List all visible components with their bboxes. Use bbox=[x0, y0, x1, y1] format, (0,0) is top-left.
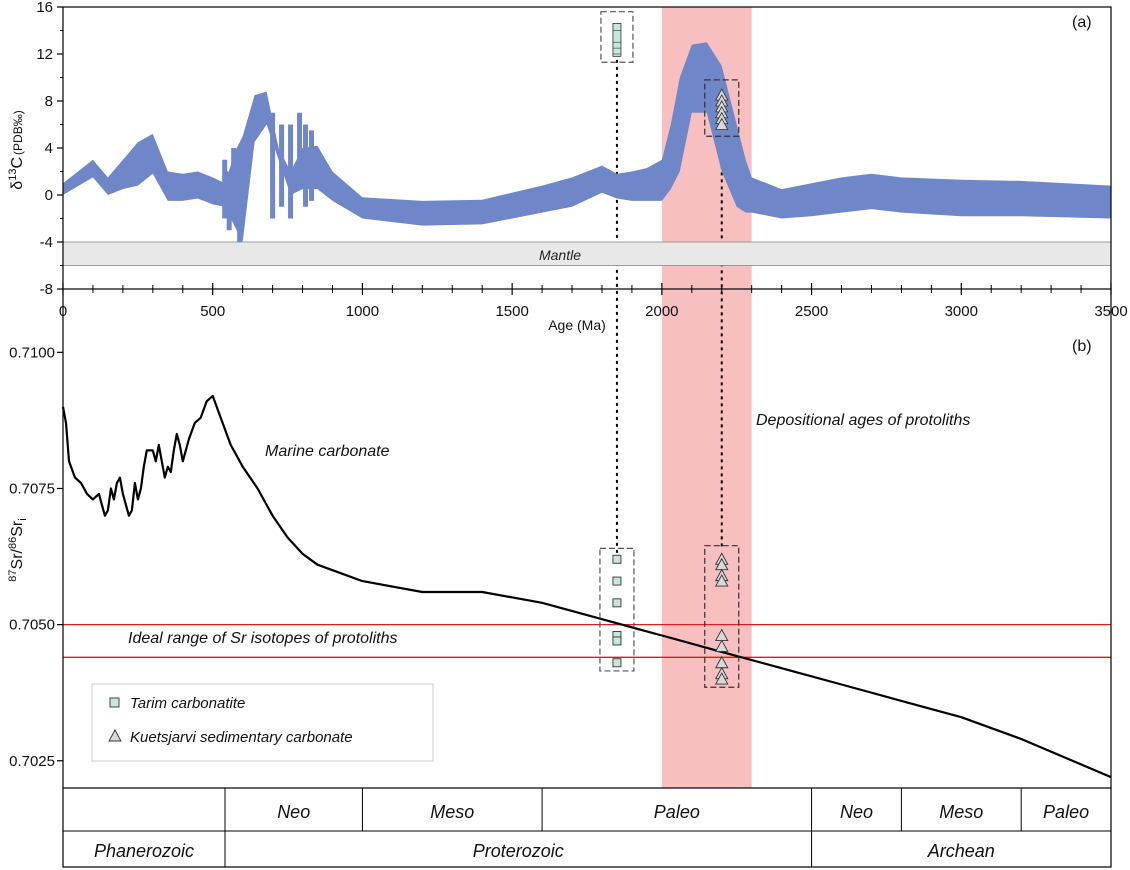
legend-marker-kuetsjarvi bbox=[108, 729, 122, 742]
legend-box bbox=[91, 683, 434, 762]
panel-b-label: (b) bbox=[1072, 338, 1092, 355]
x-tick-label-2: 1000 bbox=[346, 303, 379, 320]
era-label-1: Meso bbox=[430, 802, 474, 822]
tarim-marker-b-4 bbox=[612, 636, 622, 646]
envelope-spike-9 bbox=[309, 130, 315, 201]
y-tick-label-a-4: 0 bbox=[45, 187, 53, 204]
legend-marker-tarim bbox=[109, 697, 120, 708]
tarim-marker-b-2 bbox=[612, 598, 622, 608]
y-tick-label-a-0: 16 bbox=[36, 0, 53, 16]
legend-label-kuetsjarvi: Kuetsjarvi sedimentary carbonate bbox=[130, 729, 353, 746]
marine-carbonate-line bbox=[61, 394, 1112, 779]
kuetsjarvi-marker-b-3 bbox=[714, 574, 729, 587]
ideal-range-label: Ideal range of Sr isotopes of protoliths bbox=[128, 630, 398, 647]
tarim-marker-b-1 bbox=[612, 576, 622, 586]
eon-label-0: Phanerozoic bbox=[94, 841, 194, 861]
x-tick-label-5: 2500 bbox=[795, 303, 828, 320]
envelope-spike-5 bbox=[279, 124, 285, 207]
y-tick-label-b-3: 0.7025 bbox=[9, 753, 55, 770]
x-tick-label-3: 1500 bbox=[495, 303, 528, 320]
tarim-marker-b-5 bbox=[612, 658, 622, 668]
era-label-4: Meso bbox=[939, 802, 983, 822]
y-tick-label-b-0: 0.7100 bbox=[9, 344, 55, 361]
y-tick-label-a-5: -4 bbox=[40, 234, 53, 251]
panel-b: 0.7100 0.7075 0.7050 0.7025 bbox=[9, 289, 1112, 788]
eon-label-2: Archean bbox=[927, 841, 995, 861]
kuetsjarvi-marker-b-5 bbox=[714, 639, 729, 652]
envelope-spike-6 bbox=[288, 124, 294, 219]
envelope-spike-8 bbox=[303, 124, 309, 207]
eon-label-1: Proterozoic bbox=[473, 841, 564, 861]
timescale: Neo Meso Paleo Neo Meso Paleo Phanerozoic Prote… bbox=[62, 787, 1112, 868]
tarim-box-a bbox=[600, 11, 634, 63]
y-axis-label-a: δ13C(PDB‰) bbox=[7, 110, 26, 189]
envelope-spike-7 bbox=[297, 112, 303, 184]
era-label-5: Paleo bbox=[1043, 802, 1089, 822]
envelope-spike-3 bbox=[237, 159, 243, 242]
carbon-isotope-envelope bbox=[63, 42, 1111, 242]
mantle-label: Mantle bbox=[539, 247, 581, 263]
depositional-ages-label: Depositional ages of protoliths bbox=[756, 412, 970, 429]
marine-carbonate-label: Marine carbonate bbox=[265, 443, 390, 460]
y-axis-label-b: 87Sr/86Sri bbox=[7, 518, 29, 581]
era-label-0: Neo bbox=[277, 802, 310, 822]
kuetsjarvi-marker-b-8 bbox=[714, 672, 729, 685]
kuetsjarvi-marker-a-5 bbox=[715, 117, 729, 130]
envelope-spike-2 bbox=[231, 148, 237, 219]
envelope-spike-1 bbox=[226, 171, 232, 231]
y-tick-label-a-1: 12 bbox=[36, 46, 53, 63]
legend-label-tarim: Tarim carbonatite bbox=[130, 695, 245, 712]
kuetsjarvi-box-b bbox=[704, 545, 740, 688]
timescale-frame bbox=[62, 787, 1112, 868]
tarim-box-b bbox=[599, 547, 635, 672]
panel-a-label: (a) bbox=[1072, 14, 1092, 31]
y-tick-label-a-3: 4 bbox=[45, 140, 53, 157]
tarim-marker-b-0 bbox=[612, 554, 622, 564]
envelope-spike-0 bbox=[222, 159, 228, 219]
y-tick-label-a-6: -8 bbox=[40, 281, 53, 298]
era-label-2: Paleo bbox=[654, 802, 700, 822]
envelope-spike-4 bbox=[270, 112, 276, 219]
y-tick-label-b-2: 0.7050 bbox=[9, 617, 55, 634]
tarim-range-a bbox=[612, 23, 622, 57]
x-tick-label-1: 500 bbox=[200, 303, 225, 320]
x-axis-label: Age (Ma) bbox=[548, 317, 606, 333]
x-tick-label-6: 3000 bbox=[945, 303, 978, 320]
era-label-3: Neo bbox=[840, 802, 873, 822]
x-tick-label-4: 2000 bbox=[645, 303, 678, 320]
y-tick-label-b-1: 0.7075 bbox=[9, 480, 55, 497]
mantle-band bbox=[62, 241, 1112, 266]
y-tick-label-a-2: 8 bbox=[45, 93, 53, 110]
